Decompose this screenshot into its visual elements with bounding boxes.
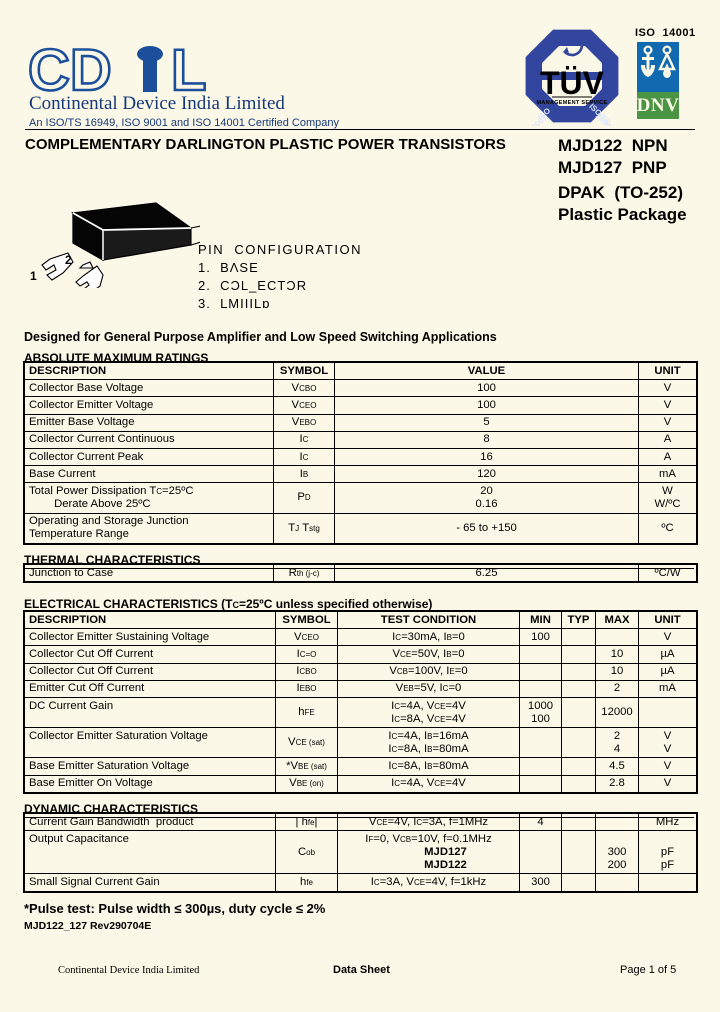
svg-text:1: 1 (30, 269, 37, 283)
svg-text:TÜV: TÜV (540, 65, 605, 101)
svg-text:DNV: DNV (637, 95, 679, 116)
svg-text:2: 2 (65, 253, 72, 267)
